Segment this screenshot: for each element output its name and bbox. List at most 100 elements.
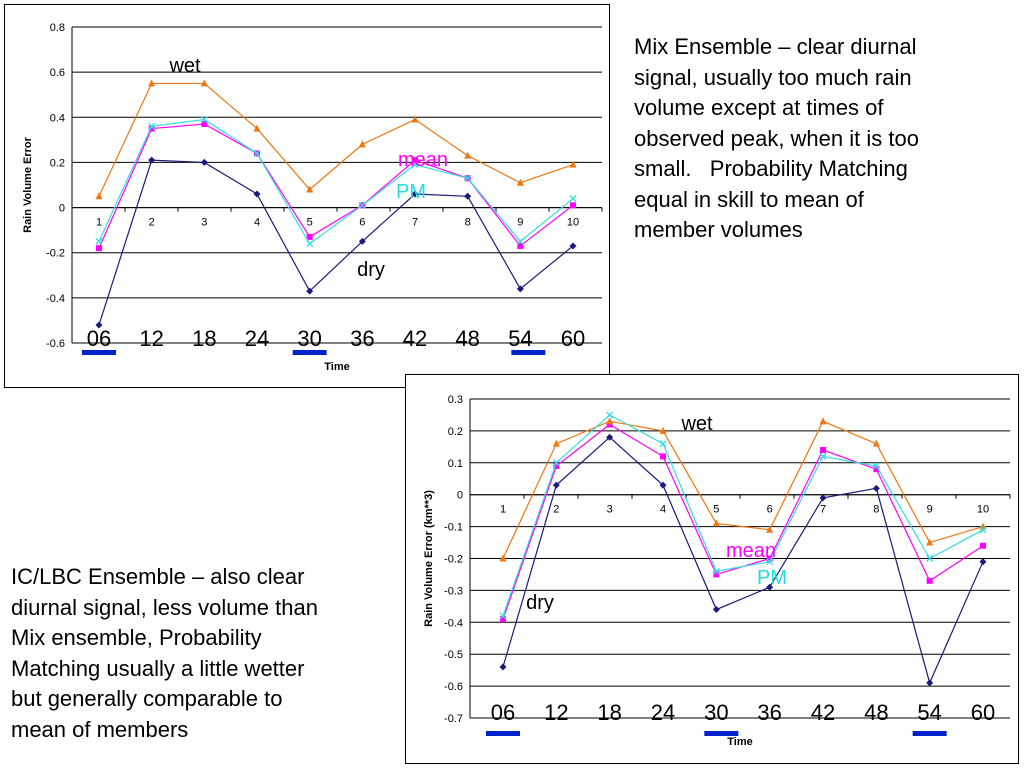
highlight-bar <box>292 350 327 355</box>
data-point <box>872 439 880 447</box>
category-label: 4 <box>254 217 260 229</box>
time-label: 42 <box>403 326 427 351</box>
caption-line: Matching usually a little wetter <box>11 655 305 681</box>
time-label: 54 <box>508 326 532 351</box>
data-point <box>569 160 577 168</box>
x-axis-title: Time <box>727 736 752 748</box>
data-point <box>872 484 880 492</box>
mix-ensemble-chart: 0.8 0.6 0.4 0.2 0 -0.2 -0.4 -0.6 1 2 3 4 5 6 7 8 9 10 06 12… <box>4 4 610 388</box>
highlight-bar <box>704 731 739 736</box>
series-line <box>98 159 574 326</box>
data-point <box>926 555 934 562</box>
data-point <box>766 583 774 591</box>
caption-line: small. Probability Matching <box>634 156 908 181</box>
data-point <box>499 612 507 620</box>
data-point <box>979 526 987 534</box>
annotation-dry: dry <box>357 259 385 281</box>
y-axis-title: Rain Volume Error <box>22 136 34 232</box>
time-label: 48 <box>864 700 888 725</box>
data-point <box>926 577 933 584</box>
category-label: 10 <box>567 217 579 229</box>
time-label: 24 <box>651 700 675 725</box>
data-point <box>660 453 666 460</box>
iclbc-ensemble-caption: IC/LBC Ensemble – also clear diurnal sig… <box>11 562 391 745</box>
highlight-bar <box>912 731 947 736</box>
time-label: 36 <box>350 326 374 351</box>
category-label: 3 <box>607 504 613 516</box>
data-point <box>712 606 720 614</box>
data-point <box>411 161 419 169</box>
data-point <box>500 616 506 623</box>
caption-line: diurnal signal, less volume than <box>11 594 318 620</box>
caption-line: but generally comparable to <box>11 686 283 711</box>
x-axis-title: Time <box>324 361 349 373</box>
y-tick-label: -0.6 <box>46 338 65 350</box>
data-point <box>819 417 827 425</box>
y-tick-label: 0.1 <box>448 458 463 470</box>
y-tick-label: -0.4 <box>444 617 463 629</box>
data-point <box>517 242 524 249</box>
series-line <box>502 420 984 559</box>
y-tick-label: 0.2 <box>50 157 65 169</box>
caption-line: volume except at times of <box>634 95 884 120</box>
category-label: 8 <box>873 504 879 516</box>
data-point <box>253 149 261 157</box>
y-tick-label: -0.7 <box>444 713 463 725</box>
category-label: 6 <box>359 217 365 229</box>
caption-line: observed peak, when it is too <box>634 125 919 151</box>
category-label: 9 <box>517 217 523 229</box>
data-point <box>820 447 826 454</box>
y-tick-label: -0.1 <box>444 522 463 534</box>
data-point <box>659 426 667 434</box>
data-point <box>499 554 507 562</box>
time-label: 06 <box>87 326 111 351</box>
data-point <box>411 115 419 123</box>
caption-line: member volumes <box>634 217 803 242</box>
annotation-pm: PM <box>757 567 787 589</box>
data-point <box>200 158 208 166</box>
series-line <box>98 118 574 245</box>
data-point <box>570 202 576 209</box>
data-point <box>306 240 314 248</box>
y-tick-label: 0.3 <box>448 394 463 406</box>
data-point <box>148 122 156 130</box>
data-point <box>148 125 155 132</box>
data-point <box>980 542 986 549</box>
data-point <box>926 538 934 546</box>
category-label: 2 <box>553 504 559 516</box>
y-tick-label: 0.6 <box>50 67 65 79</box>
category-label: 7 <box>820 504 826 516</box>
data-point <box>358 201 366 209</box>
data-point <box>552 439 560 447</box>
y-tick-label: 0.8 <box>50 22 65 34</box>
category-label: 10 <box>977 504 989 516</box>
data-point <box>659 440 667 448</box>
annotation-wet: wet <box>168 55 201 77</box>
data-point <box>606 417 614 425</box>
caption-line: IC/LBC Ensemble – also clear <box>11 564 305 589</box>
data-point <box>552 459 560 467</box>
annotation-dry: dry <box>526 592 554 614</box>
data-point <box>306 287 314 295</box>
annotation-mean: mean <box>726 540 776 562</box>
category-label: 7 <box>412 217 418 229</box>
category-label: 3 <box>201 217 207 229</box>
time-label: 48 <box>455 326 479 351</box>
annotation-mean: mean <box>398 149 448 171</box>
series-line <box>502 414 984 617</box>
data-point <box>200 79 208 87</box>
y-tick-label: -0.2 <box>444 554 463 566</box>
data-point <box>201 121 208 128</box>
time-label: 42 <box>811 700 835 725</box>
category-label: 1 <box>96 217 102 229</box>
data-point <box>96 245 102 252</box>
data-point <box>412 157 418 164</box>
y-tick-label: 0.2 <box>448 426 463 438</box>
data-point <box>148 79 156 87</box>
time-label: 18 <box>597 700 621 725</box>
iclbc-ensemble-chart-svg: 0.30.20.10-0.1-0.2-0.3-0.4-0.5-0.6-0.71 2… <box>423 394 1011 748</box>
time-label: 24 <box>245 326 269 351</box>
caption-line: Mix ensemble, Probability <box>11 625 262 650</box>
y-tick-label: 0 <box>457 490 463 502</box>
series-line <box>98 82 574 197</box>
